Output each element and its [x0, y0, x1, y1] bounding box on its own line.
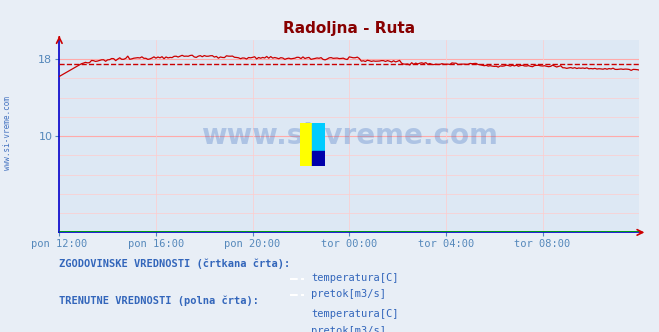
Text: pretok[m3/s]: pretok[m3/s] — [311, 326, 386, 332]
Text: TRENUTNE VREDNOSTI (polna črta):: TRENUTNE VREDNOSTI (polna črta): — [59, 295, 259, 306]
Text: temperatura[C]: temperatura[C] — [311, 273, 399, 283]
Text: ZGODOVINSKE VREDNOSTI (črtkana črta):: ZGODOVINSKE VREDNOSTI (črtkana črta): — [59, 259, 291, 269]
Text: www.si-vreme.com: www.si-vreme.com — [3, 96, 13, 170]
Text: www.si-vreme.com: www.si-vreme.com — [201, 122, 498, 150]
Title: Radoljna - Ruta: Radoljna - Ruta — [283, 21, 415, 36]
Polygon shape — [312, 123, 325, 151]
Polygon shape — [312, 151, 325, 166]
Text: temperatura[C]: temperatura[C] — [311, 309, 399, 319]
Text: pretok[m3/s]: pretok[m3/s] — [311, 289, 386, 299]
Bar — [300, 123, 312, 166]
